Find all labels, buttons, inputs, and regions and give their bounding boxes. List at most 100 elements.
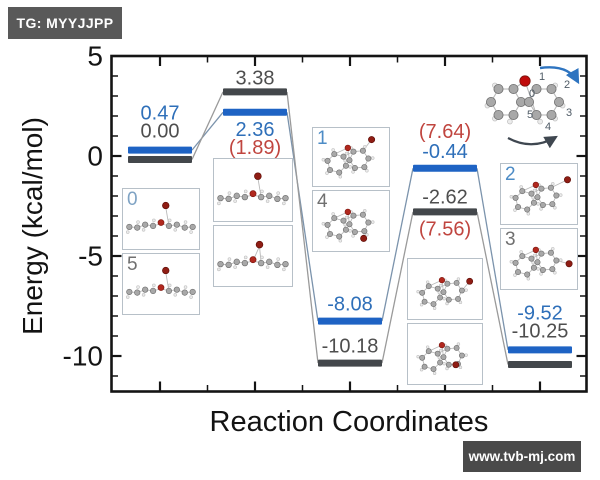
atom [340,153,347,160]
atom [493,84,504,95]
atom [257,193,265,201]
atom [136,220,140,224]
atom [348,165,352,169]
atom [282,194,289,202]
atom [425,348,432,355]
molecule-group [416,277,474,310]
molecule-thumbnail [509,246,573,281]
level-connector-pathway-blue [476,168,509,351]
atom [344,151,349,156]
level-connector-pathway-gray [191,91,224,160]
value-label-gray: 3.38 [236,67,275,89]
atom [442,361,446,366]
atom [331,212,335,216]
atom [243,189,248,194]
atom [282,201,286,206]
atom [416,289,420,294]
molecule-thumbnail [509,176,571,216]
plot-frame [110,54,588,393]
atom [421,363,428,370]
atom [233,199,237,203]
atom [365,155,372,162]
atom [134,224,141,231]
atom [343,222,347,227]
atom [549,266,556,273]
atom [554,97,565,108]
atom [181,289,188,296]
blue-rotation-arrow [539,66,580,85]
atom [437,294,443,301]
atom [351,228,358,235]
molecule-inset-0: 0 [122,188,200,250]
atom [539,207,543,211]
atom [266,192,273,199]
source-badge: TG: MYYJJPP [8,7,122,39]
atom [225,195,232,203]
atom [167,218,172,223]
atom [282,267,286,272]
atom [530,264,537,271]
atom [338,238,343,243]
atom [243,255,248,260]
value-label-gray: -2.62 [422,186,468,208]
atom [266,258,273,265]
molecule-thumbnail [126,266,196,299]
atom [142,221,149,228]
atom [519,253,526,260]
atom [173,221,180,228]
y-axis-title: Energy (kcal/mol) [17,117,48,335]
level-connector-pathway-blue [286,112,319,322]
atom [416,354,420,359]
atom [344,144,352,152]
atom [445,366,449,371]
molecule-inset-4: 4 [312,190,390,252]
atom [344,215,349,220]
atom [437,355,441,360]
atom [532,246,540,254]
atom [321,158,326,162]
atom [249,190,257,198]
atom [274,195,281,203]
bond [257,177,262,198]
y-tick-label: 0 [87,141,103,172]
atom [165,222,173,229]
value-label-blue: -8.08 [327,294,373,316]
atom [513,208,517,212]
y-tick-label: 5 [87,41,103,72]
atom [165,287,173,294]
atom [440,354,447,361]
atom [126,230,130,234]
atom [565,260,573,268]
atom [512,259,519,266]
molecule-thumbnail [217,240,289,272]
atom [351,234,355,238]
atom [346,157,353,164]
energy-level-bar-pathway-blue [128,146,192,154]
atom [519,250,523,254]
atom [361,228,368,235]
atom [519,185,523,189]
atom [189,288,196,296]
atom [249,256,257,264]
atom [331,215,338,222]
atom [519,75,531,87]
atom [241,193,249,201]
atom [547,184,554,191]
molecule-group [126,266,196,299]
atom [149,287,157,294]
atom [217,260,224,268]
bond [165,207,170,226]
energy-level-bar-pathway-gray [128,156,192,163]
atom [257,259,265,267]
energy-level-bar-pathway-blue [413,164,477,172]
molecule-group [217,172,289,206]
atom [438,277,446,284]
energy-level-bar-pathway-gray [413,208,477,216]
molecule-inset-ts7 [407,323,483,385]
atom [343,158,347,163]
atom [351,170,355,174]
atom [331,148,335,152]
atom [217,201,221,206]
atom [282,260,289,268]
atom [445,301,449,306]
